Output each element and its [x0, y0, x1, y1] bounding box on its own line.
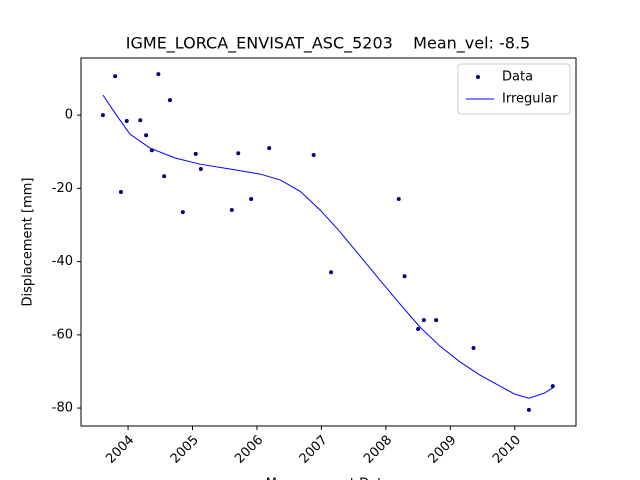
y-tick-label: -80 — [52, 401, 73, 416]
plot-frame — [80, 57, 577, 427]
data-point — [162, 174, 167, 179]
data-point — [144, 133, 149, 138]
data-point — [118, 190, 123, 195]
data-point — [267, 146, 272, 151]
data-point — [156, 72, 161, 77]
legend-marker — [476, 75, 480, 79]
data-point — [416, 326, 421, 331]
data-point — [402, 274, 407, 279]
data-point — [193, 151, 198, 156]
data-point — [113, 74, 118, 79]
data-point — [124, 118, 129, 123]
legend-box — [457, 63, 571, 115]
y-tick-label: -40 — [52, 254, 73, 269]
data-point — [329, 270, 334, 275]
data-point — [421, 318, 426, 323]
chart-title: IGME_LORCA_ENVISAT_ASC_5203 Mean_vel: -8… — [126, 34, 530, 54]
data-point — [180, 210, 185, 215]
data-point — [249, 196, 254, 201]
data-point — [138, 118, 143, 123]
data-line — [102, 94, 554, 399]
data-point — [311, 153, 316, 158]
x-axis-label: Measurement Date — [266, 477, 390, 480]
data-point — [229, 207, 234, 212]
y-tick-label: 0 — [65, 108, 73, 123]
legend-label: Irregular — [502, 92, 558, 107]
data-point — [526, 407, 531, 412]
data-point — [471, 346, 476, 351]
data-point — [434, 318, 439, 323]
data-point — [198, 166, 203, 171]
y-axis-label: Displacement [mm] — [21, 178, 36, 307]
y-tick-label: -20 — [52, 181, 73, 196]
data-point — [236, 151, 241, 156]
data-point — [167, 98, 172, 103]
data-point — [396, 196, 401, 201]
data-point — [550, 384, 555, 389]
data-point — [100, 113, 105, 118]
y-tick-label: -60 — [52, 327, 73, 342]
legend-label: Data — [502, 70, 533, 85]
